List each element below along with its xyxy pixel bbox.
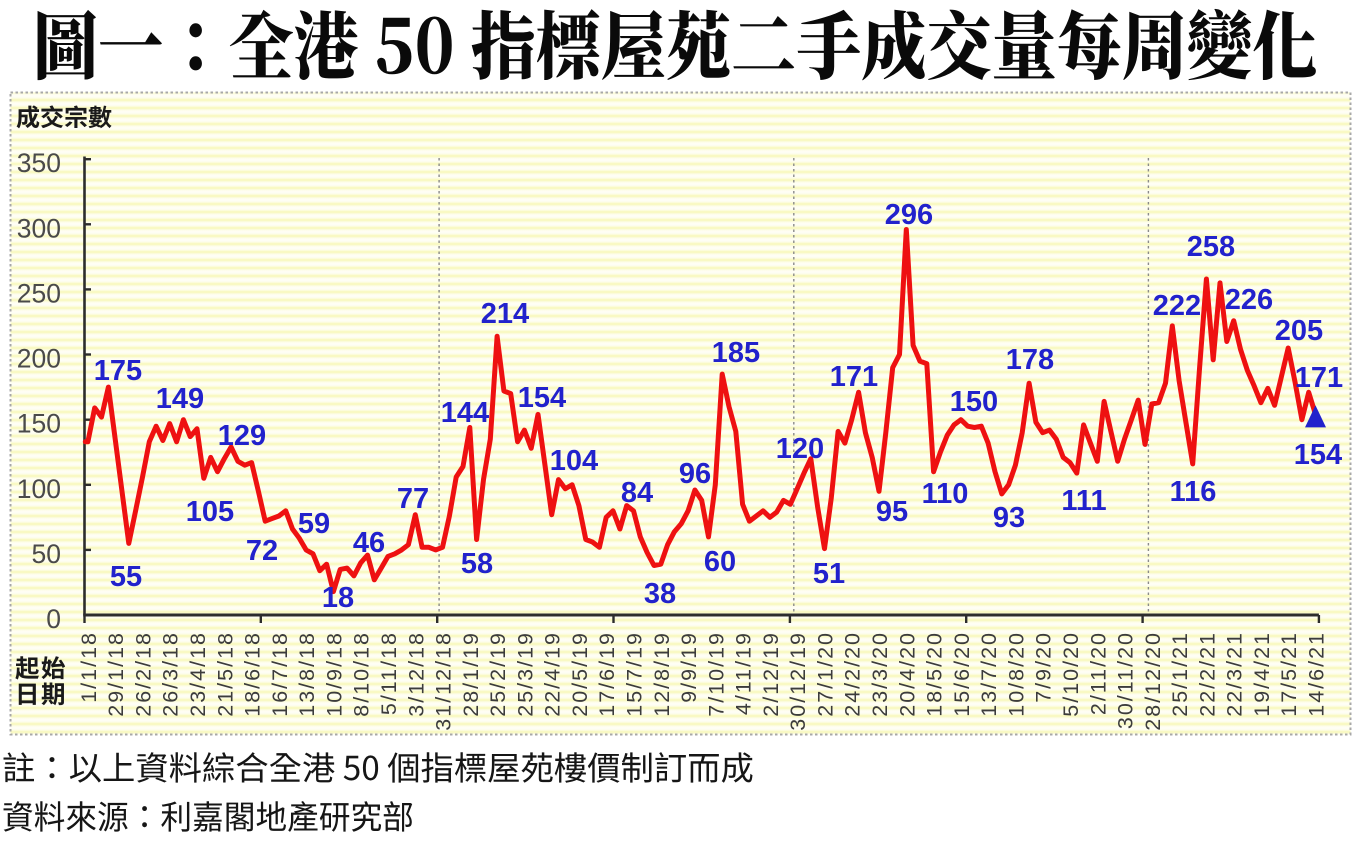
svg-text:9/9/19: 9/9/19 [677,631,701,703]
svg-text:110: 110 [922,478,969,510]
svg-text:55: 55 [110,561,142,593]
svg-text:171: 171 [830,361,878,393]
svg-text:5/10/20: 5/10/20 [1059,631,1083,717]
svg-text:29/1/18: 29/1/18 [104,631,128,717]
svg-text:149: 149 [156,383,204,415]
svg-text:27/1/20: 27/1/20 [814,631,838,717]
svg-text:13/8/18: 13/8/18 [295,631,319,717]
svg-text:178: 178 [1006,344,1054,376]
svg-text:18: 18 [322,582,354,614]
svg-text:150: 150 [950,386,998,418]
svg-text:15/6/20: 15/6/20 [950,631,974,717]
svg-text:26/2/18: 26/2/18 [132,631,156,717]
svg-text:175: 175 [94,355,142,387]
svg-text:20/5/19: 20/5/19 [568,631,592,717]
svg-text:296: 296 [885,199,933,231]
svg-text:17/5/21: 17/5/21 [1277,631,1301,717]
svg-text:28/1/19: 28/1/19 [459,631,483,717]
svg-text:154: 154 [1294,439,1342,471]
svg-text:22/3/21: 22/3/21 [1223,631,1247,717]
svg-text:13/7/20: 13/7/20 [977,631,1001,717]
svg-text:12/8/19: 12/8/19 [650,631,674,717]
svg-text:205: 205 [1275,315,1323,347]
svg-text:214: 214 [481,298,529,330]
svg-text:14/6/21: 14/6/21 [1305,631,1329,717]
svg-text:15/7/19: 15/7/19 [623,631,647,717]
svg-text:84: 84 [621,477,653,509]
svg-text:200: 200 [17,344,61,374]
svg-text:129: 129 [218,420,266,452]
svg-text:72: 72 [246,535,278,567]
svg-text:25/2/19: 25/2/19 [486,631,510,717]
svg-text:144: 144 [441,397,489,429]
svg-text:16/7/18: 16/7/18 [268,631,292,717]
svg-text:23/4/18: 23/4/18 [186,631,210,717]
svg-text:111: 111 [1061,485,1106,517]
svg-text:50: 50 [32,539,61,569]
svg-text:21/5/18: 21/5/18 [213,631,237,717]
svg-text:8/10/18: 8/10/18 [350,631,374,717]
svg-text:26/3/18: 26/3/18 [159,631,183,717]
svg-text:20/4/20: 20/4/20 [895,631,919,717]
svg-text:116: 116 [1170,476,1217,508]
svg-text:0: 0 [46,604,61,634]
svg-text:18/6/18: 18/6/18 [241,631,265,717]
svg-text:3/12/18: 3/12/18 [404,631,428,717]
svg-text:154: 154 [518,382,566,414]
svg-text:51: 51 [813,558,845,590]
svg-text:25/1/21: 25/1/21 [1168,631,1192,717]
svg-text:95: 95 [876,496,908,528]
svg-text:31/12/18: 31/12/18 [432,631,456,731]
svg-text:24/2/20: 24/2/20 [841,631,865,717]
svg-text:96: 96 [679,458,711,490]
svg-text:350: 350 [17,148,61,178]
svg-text:105: 105 [186,496,234,528]
svg-text:1/1/18: 1/1/18 [77,631,101,703]
svg-text:23/3/20: 23/3/20 [868,631,892,717]
svg-text:60: 60 [704,546,736,578]
svg-text:10/9/18: 10/9/18 [322,631,346,717]
svg-text:171: 171 [1295,362,1343,394]
svg-text:7/10/19: 7/10/19 [704,631,728,717]
svg-text:104: 104 [550,445,598,477]
svg-text:100: 100 [17,474,61,504]
svg-text:185: 185 [712,337,760,369]
svg-text:18/5/20: 18/5/20 [923,631,947,717]
svg-text:10/8/20: 10/8/20 [1004,631,1028,717]
svg-text:59: 59 [298,508,330,540]
svg-text:4/11/19: 4/11/19 [732,631,756,715]
svg-text:25/3/19: 25/3/19 [513,631,537,717]
svg-text:300: 300 [17,213,61,243]
svg-text:19/4/21: 19/4/21 [1250,631,1274,717]
svg-text:38: 38 [644,578,676,610]
svg-text:226: 226 [1225,284,1273,316]
svg-text:120: 120 [776,433,824,465]
svg-text:2/11/20: 2/11/20 [1086,631,1110,715]
svg-text:46: 46 [353,527,385,559]
svg-text:5/11/18: 5/11/18 [377,631,401,715]
svg-text:30/11/20: 30/11/20 [1114,631,1138,729]
svg-text:22/2/21: 22/2/21 [1195,631,1219,717]
svg-text:7/9/20: 7/9/20 [1032,631,1056,703]
svg-text:58: 58 [461,548,493,580]
svg-text:258: 258 [1187,231,1235,263]
svg-text:17/6/19: 17/6/19 [595,631,619,717]
svg-text:22/4/19: 22/4/19 [541,631,565,717]
svg-text:77: 77 [397,483,429,515]
svg-text:150: 150 [17,409,61,439]
svg-text:93: 93 [993,502,1025,534]
svg-text:222: 222 [1153,290,1201,322]
svg-text:250: 250 [17,278,61,308]
svg-text:30/12/19: 30/12/19 [786,631,810,731]
svg-text:28/12/20: 28/12/20 [1141,631,1165,731]
svg-text:2/12/19: 2/12/19 [759,631,783,717]
